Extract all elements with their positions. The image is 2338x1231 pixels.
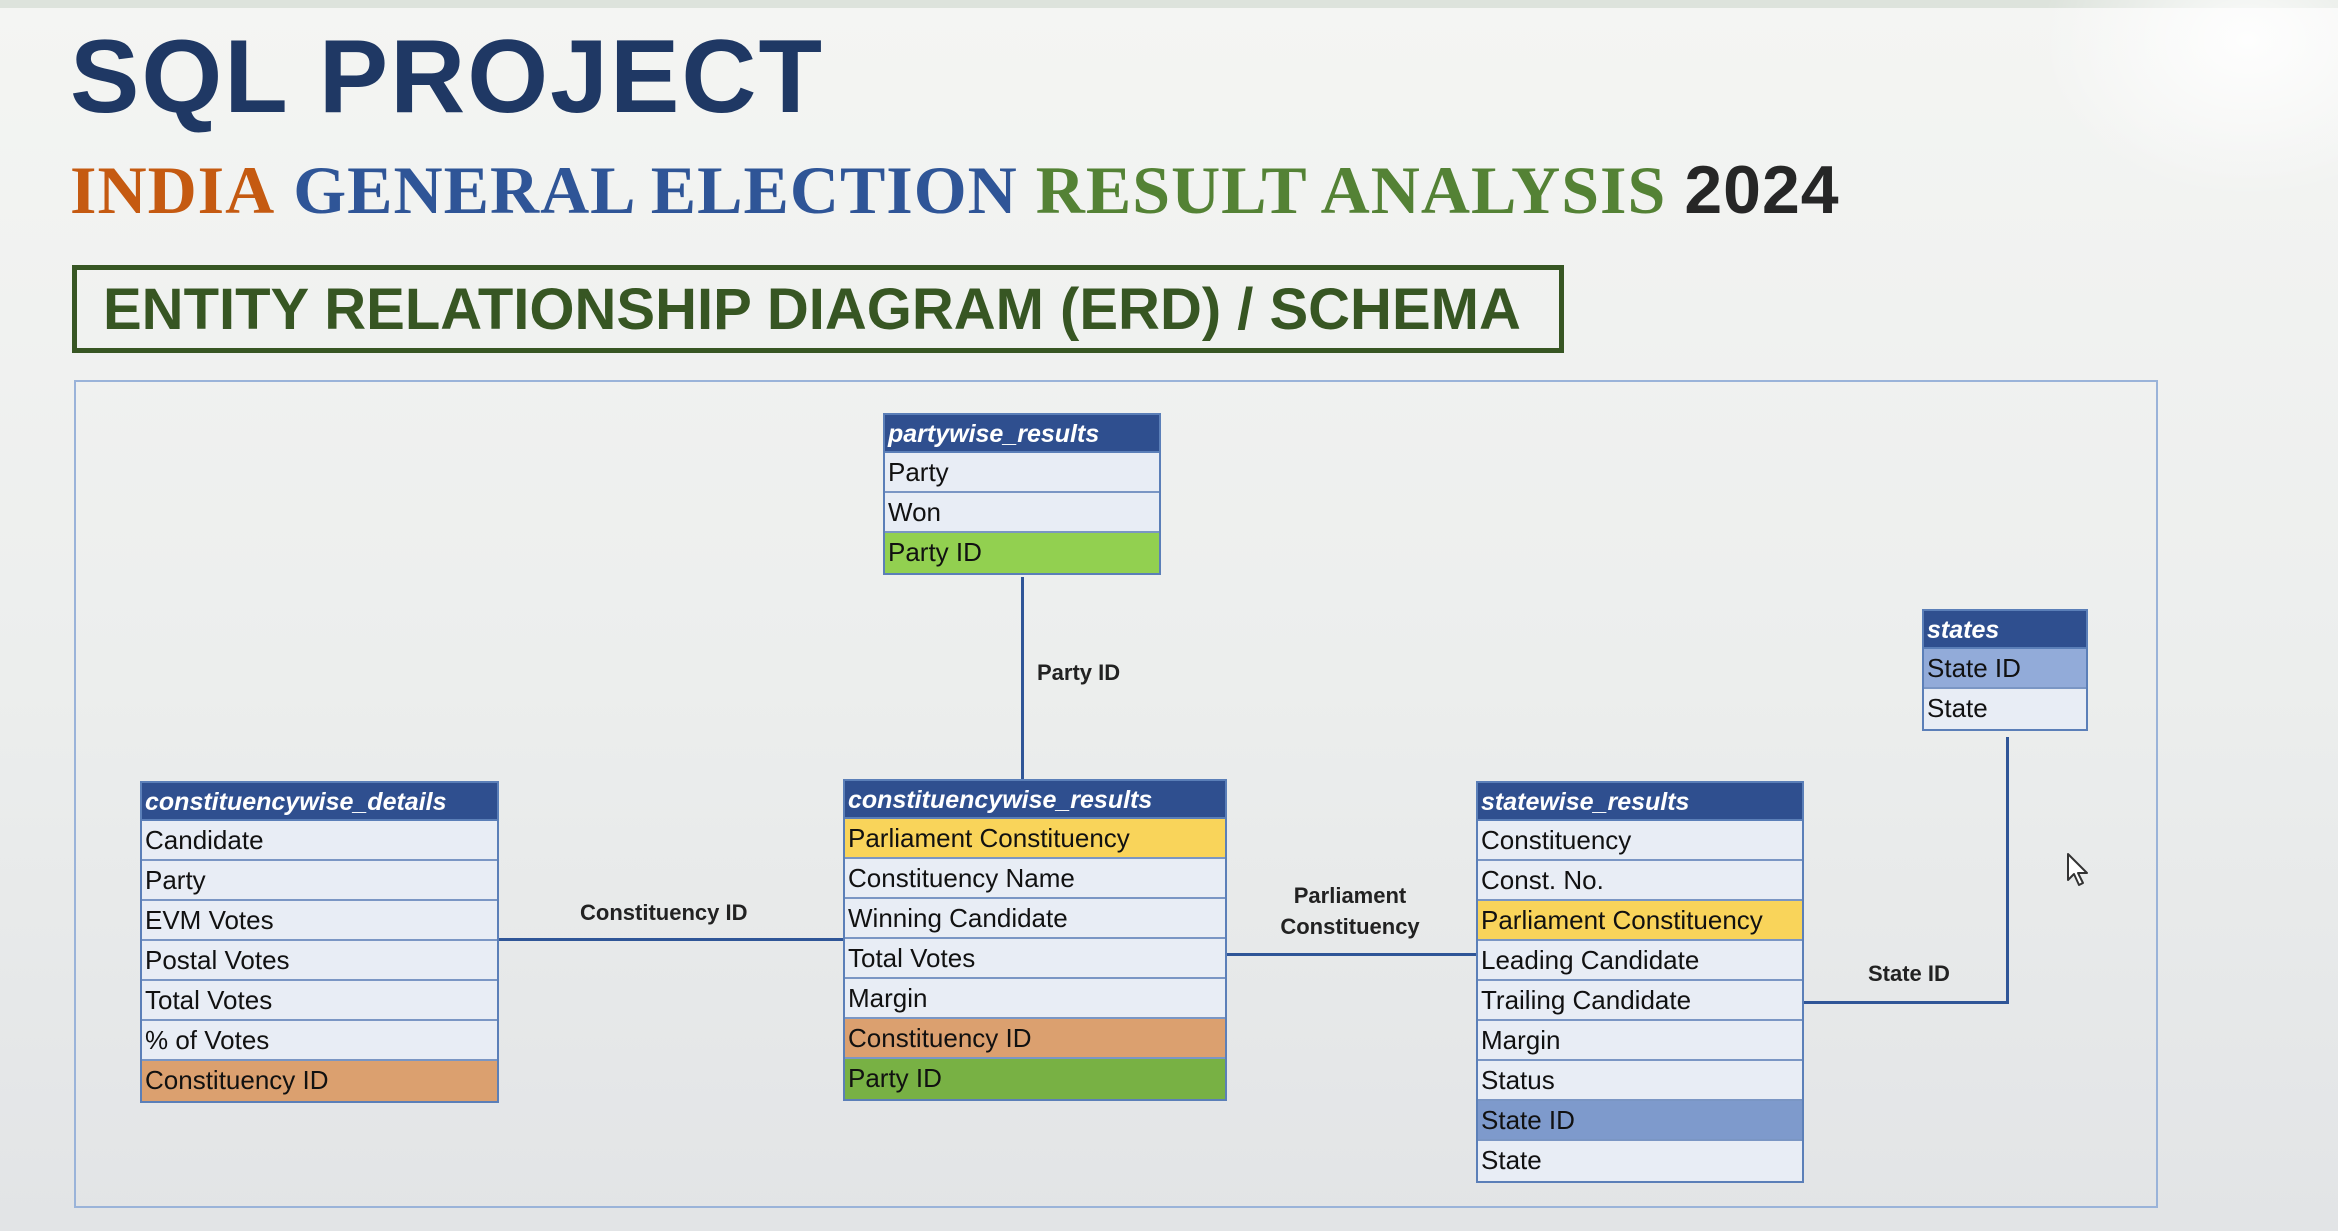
- field-winning-candidate: Winning Candidate: [845, 899, 1225, 939]
- field-constituency-id: Constituency ID: [142, 1061, 497, 1101]
- field-evm-votes: EVM Votes: [142, 901, 497, 941]
- erd-heading-text: ENTITY RELATIONSHIP DIAGRAM (ERD) / SCHE…: [103, 276, 1521, 342]
- field-status: Status: [1478, 1061, 1802, 1101]
- erd-heading-box: ENTITY RELATIONSHIP DIAGRAM (ERD) / SCHE…: [72, 265, 1564, 353]
- field-party: Party: [885, 453, 1159, 493]
- connector-parliament-constituency: [1226, 953, 1478, 956]
- table-header: constituencywise_results: [845, 781, 1225, 819]
- mouse-cursor-icon: [2067, 853, 2088, 886]
- table-partywise-results: partywise_results Party Won Party ID: [883, 413, 1161, 575]
- table-header: states: [1924, 611, 2086, 649]
- connector-state-id-horizontal: [1803, 1001, 2009, 1004]
- label-constituency-id: Constituency ID: [580, 900, 748, 925]
- field-margin: Margin: [1478, 1021, 1802, 1061]
- connector-state-id-vertical: [2006, 737, 2009, 1004]
- subtitle-result-analysis: RESULT ANALYSIS: [1035, 152, 1667, 228]
- field-parliament-constituency: Parliament Constituency: [1478, 901, 1802, 941]
- page-subtitle: INDIA GENERAL ELECTION RESULT ANALYSIS 2024: [70, 150, 1858, 230]
- table-constituencywise-details: constituencywise_details Candidate Party…: [140, 781, 499, 1103]
- table-header: statewise_results: [1478, 783, 1802, 821]
- field-constituency-id: Constituency ID: [845, 1019, 1225, 1059]
- diagram-frame: [74, 380, 2158, 1208]
- field-constituency-name: Constituency Name: [845, 859, 1225, 899]
- field-party: Party: [142, 861, 497, 901]
- field-state-id: State ID: [1924, 649, 2086, 689]
- field-total-votes: Total Votes: [142, 981, 497, 1021]
- subtitle-general-election: GENERAL ELECTION: [293, 152, 1018, 228]
- field-trailing-candidate: Trailing Candidate: [1478, 981, 1802, 1021]
- field-postal-votes: Postal Votes: [142, 941, 497, 981]
- label-parliament-line1: Parliament: [1293, 883, 1407, 908]
- subtitle-india: INDIA: [70, 152, 276, 228]
- label-parliament-line2: Constituency: [1280, 914, 1420, 939]
- field-constituency: Constituency: [1478, 821, 1802, 861]
- field-state-id: State ID: [1478, 1101, 1802, 1141]
- table-states: states State ID State: [1922, 609, 2088, 731]
- field-state: State: [1924, 689, 2086, 729]
- table-constituencywise-results: constituencywise_results Parliament Cons…: [843, 779, 1227, 1101]
- field-state: State: [1478, 1141, 1802, 1181]
- label-parliament-constituency: Parliament Constituency: [1270, 880, 1430, 942]
- field-leading-candidate: Leading Candidate: [1478, 941, 1802, 981]
- field-percent-votes: % of Votes: [142, 1021, 497, 1061]
- field-party-id: Party ID: [885, 533, 1159, 573]
- label-party-id: Party ID: [1037, 660, 1121, 685]
- table-header: partywise_results: [885, 415, 1159, 453]
- field-party-id: Party ID: [845, 1059, 1225, 1099]
- field-parliament-constituency: Parliament Constituency: [845, 819, 1225, 859]
- subtitle-year: 2024: [1684, 152, 1840, 228]
- label-state-id: State ID: [1868, 961, 1950, 986]
- table-header: constituencywise_details: [142, 783, 497, 821]
- screen-glare: [2038, 0, 2338, 200]
- page-title: SQL PROJECT: [70, 19, 825, 135]
- connector-constituency-id: [498, 938, 846, 941]
- field-candidate: Candidate: [142, 821, 497, 861]
- field-total-votes: Total Votes: [845, 939, 1225, 979]
- top-rule: [0, 0, 2338, 8]
- field-margin: Margin: [845, 979, 1225, 1019]
- table-statewise-results: statewise_results Constituency Const. No…: [1476, 781, 1804, 1183]
- connector-party-id: [1021, 577, 1024, 780]
- field-const-no: Const. No.: [1478, 861, 1802, 901]
- field-won: Won: [885, 493, 1159, 533]
